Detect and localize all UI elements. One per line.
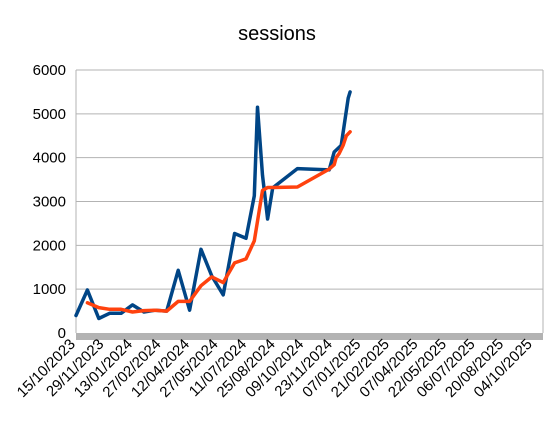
- y-tick-label: 3000: [33, 194, 66, 211]
- series-line-1: [74, 90, 352, 321]
- y-tick-label: 2000: [33, 237, 66, 254]
- y-axis-ticks: 0 1000 2000 3000 4000 5000 6000: [33, 62, 66, 342]
- gridlines: [76, 69, 543, 290]
- x-axis-ticks: 15/10/202329/11/202313/01/202427/02/2024…: [14, 336, 536, 401]
- y-tick-label: 1000: [33, 281, 66, 298]
- plot-floor: [76, 333, 543, 340]
- y-tick-label: 0: [58, 325, 66, 342]
- series-line-2: [85, 130, 352, 314]
- y-tick-label: 4000: [33, 150, 66, 167]
- series-lines: [74, 90, 352, 321]
- chart-title: sessions: [238, 23, 316, 45]
- y-tick-label: 6000: [33, 62, 66, 79]
- y-tick-label: 5000: [33, 106, 66, 123]
